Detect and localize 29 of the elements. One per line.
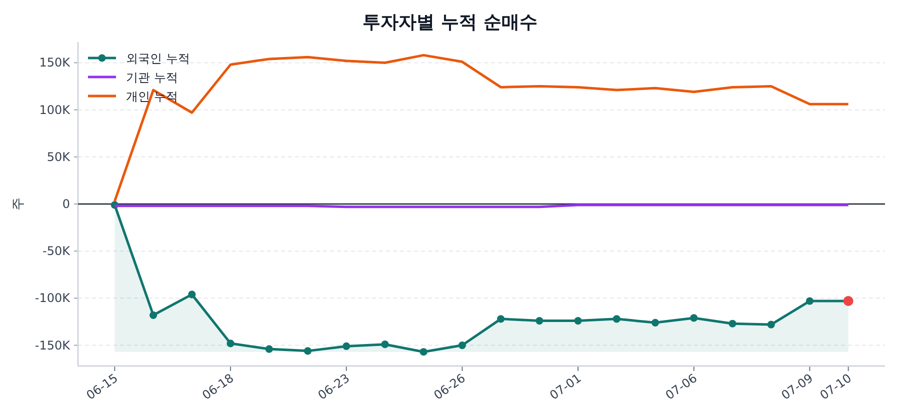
- point: [806, 297, 814, 305]
- point: [226, 340, 234, 348]
- point: [728, 320, 736, 328]
- y-tick-label: 0: [62, 197, 70, 211]
- y-axis-title: 주: [11, 198, 26, 210]
- point: [497, 315, 505, 323]
- y-tick-label: -50K: [42, 244, 72, 258]
- y-tick-label: -100K: [34, 291, 72, 306]
- y-tick-label: 100K: [39, 102, 72, 117]
- legend-label: 외국인 누적: [126, 52, 190, 66]
- point: [188, 290, 196, 298]
- legend-label: 기관 누적: [126, 70, 178, 84]
- chart-title: 투자자별 누적 순매수: [362, 12, 538, 33]
- y-tick-label: 50K: [46, 150, 72, 164]
- point: [612, 315, 620, 323]
- point: [574, 316, 582, 325]
- point: [265, 345, 273, 353]
- point: [342, 342, 350, 350]
- point: [536, 316, 544, 325]
- point: [420, 348, 428, 356]
- point: [381, 340, 389, 348]
- point: [458, 341, 466, 350]
- point: [304, 347, 312, 355]
- y-tick-label: -150K: [34, 338, 72, 352]
- point: [767, 320, 775, 328]
- point: [690, 314, 698, 322]
- y-tick-label: 150K: [39, 56, 72, 70]
- point: [651, 318, 660, 326]
- point: [149, 311, 158, 319]
